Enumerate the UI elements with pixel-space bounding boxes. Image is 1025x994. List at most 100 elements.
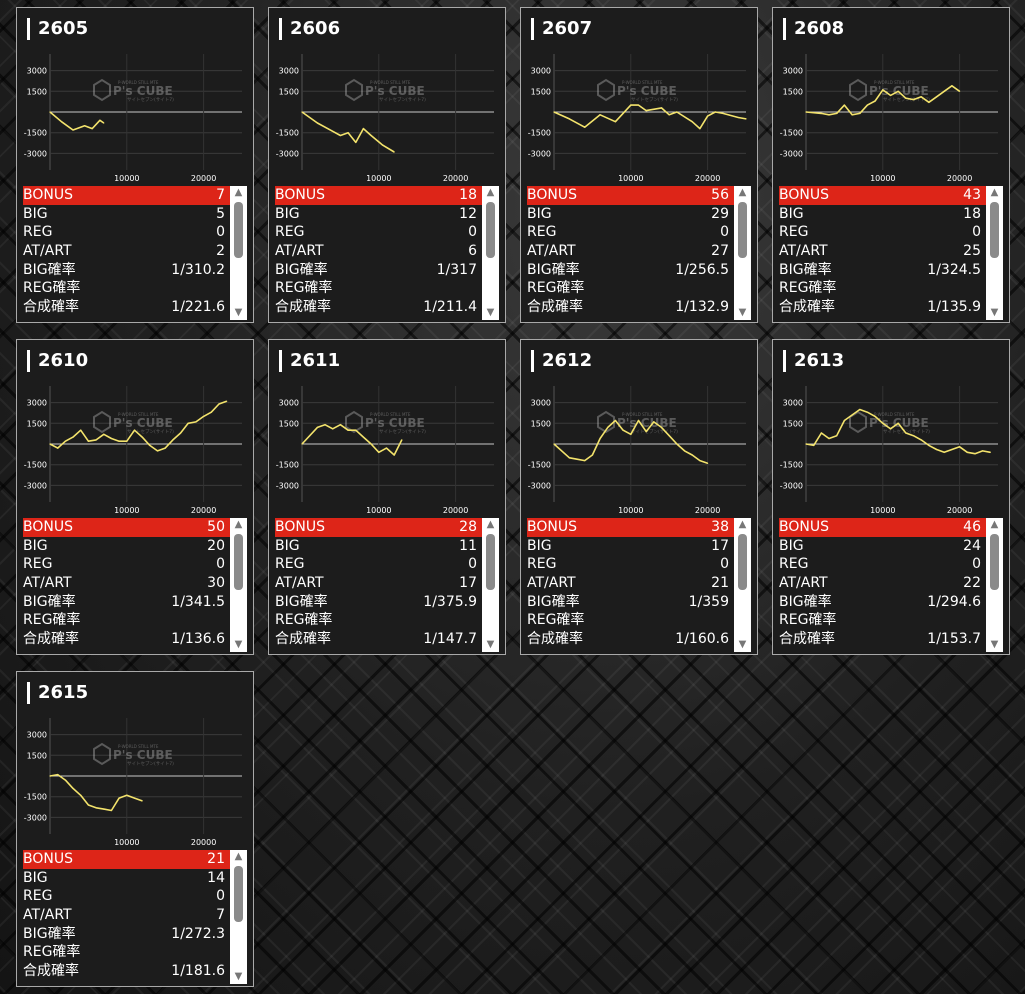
data-point: [676, 111, 678, 113]
watermark-line2: サイトセブン(サイト7): [127, 760, 174, 767]
big-rate-value: 1/310.2: [171, 261, 225, 278]
stats-scrollbar[interactable]: ▲ ▼: [986, 186, 1003, 320]
scroll-thumb[interactable]: [990, 202, 999, 258]
scroll-up-arrow-icon[interactable]: ▲: [738, 187, 747, 198]
scroll-up-arrow-icon[interactable]: ▲: [738, 519, 747, 530]
reg-value: 0: [720, 556, 729, 573]
stats-scrollbar[interactable]: ▲ ▼: [230, 186, 247, 320]
machine-card-2612[interactable]: 2612 3000 1500 -1500 -3000 10000 20000 P's CUB…: [520, 339, 758, 655]
scroll-up-arrow-icon[interactable]: ▲: [486, 519, 495, 530]
data-point: [866, 411, 869, 413]
atart-row: AT/ART 21: [527, 574, 751, 593]
scroll-down-arrow-icon[interactable]: ▼: [486, 639, 495, 650]
machine-number[interactable]: 2613: [783, 350, 844, 372]
scroll-thumb[interactable]: [234, 866, 243, 922]
machine-card-2615[interactable]: 2615 3000 1500 -1500 -3000 10000 20000 P's CUB…: [16, 671, 254, 987]
x-tick-label: 20000: [695, 174, 720, 183]
cube-icon: [93, 410, 111, 434]
machine-number[interactable]: 2607: [531, 18, 592, 40]
scroll-down-arrow-icon[interactable]: ▼: [234, 971, 243, 982]
scroll-down-arrow-icon[interactable]: ▼: [990, 639, 999, 650]
total-rate-label: 合成確率: [23, 631, 79, 648]
bonus-value: 18: [459, 187, 477, 203]
data-point: [599, 114, 601, 116]
scroll-thumb[interactable]: [738, 202, 747, 258]
scroll-up-arrow-icon[interactable]: ▲: [234, 851, 243, 862]
machine-number[interactable]: 2606: [279, 18, 340, 40]
x-tick-label: 10000: [618, 174, 643, 183]
atart-label: AT/ART: [275, 243, 324, 260]
scroll-thumb[interactable]: [486, 202, 495, 258]
scroll-up-arrow-icon[interactable]: ▲: [486, 187, 495, 198]
scroll-down-arrow-icon[interactable]: ▼: [990, 307, 999, 318]
x-tick-label: 10000: [114, 174, 139, 183]
data-point: [836, 112, 838, 114]
y-tick-label: -1500: [24, 793, 47, 802]
big-rate-label: BIG確率: [779, 261, 832, 278]
data-point: [401, 439, 403, 441]
data-point: [57, 447, 59, 449]
machine-number[interactable]: 2610: [27, 350, 88, 372]
data-point: [355, 141, 357, 143]
stats-scrollbar[interactable]: ▲ ▼: [230, 518, 247, 652]
machine-number[interactable]: 2611: [279, 350, 340, 372]
stats-scrollbar[interactable]: ▲ ▼: [482, 186, 499, 320]
machine-card-2606[interactable]: 2606 3000 1500 -1500 -3000 10000 20000 P's CUB…: [268, 7, 506, 323]
stats-scrollbar[interactable]: ▲ ▼: [734, 518, 751, 652]
machine-card-2607[interactable]: 2607 3000 1500 -1500 -3000 10000 20000 P's CUB…: [520, 7, 758, 323]
scroll-down-arrow-icon[interactable]: ▼: [738, 307, 747, 318]
x-tick-label: 10000: [366, 174, 391, 183]
scroll-thumb[interactable]: [990, 534, 999, 590]
x-tick-label: 20000: [443, 174, 468, 183]
machine-card-2605[interactable]: 2605 3000 1500 -1500 -3000 10000 20000 P's CUB…: [16, 7, 254, 323]
machine-number[interactable]: 2615: [27, 682, 88, 704]
y-tick-label: 1500: [531, 419, 551, 428]
data-point: [622, 429, 624, 431]
slump-series-line: [553, 419, 708, 465]
machine-number[interactable]: 2612: [531, 350, 592, 372]
scroll-down-arrow-icon[interactable]: ▼: [234, 307, 243, 318]
machine-card-2608[interactable]: 2608 3000 1500 -1500 -3000 10000 20000 P's CUB…: [772, 7, 1010, 323]
reg-label: REG: [779, 556, 809, 573]
data-point: [195, 421, 197, 423]
big-rate-value: 1/294.6: [927, 593, 981, 610]
machine-number[interactable]: 2608: [783, 18, 844, 40]
stats-scrollbar[interactable]: ▲ ▼: [230, 850, 247, 984]
total-rate-label: 合成確率: [779, 299, 835, 316]
machine-number[interactable]: 2605: [27, 18, 88, 40]
big-rate-row: BIG確率 1/294.6: [779, 593, 1003, 612]
data-point: [103, 433, 105, 435]
stats-scrollbar[interactable]: ▲ ▼: [734, 186, 751, 320]
scroll-down-arrow-icon[interactable]: ▼: [738, 639, 747, 650]
stats-scrollbar[interactable]: ▲ ▼: [482, 518, 499, 652]
scroll-thumb[interactable]: [738, 534, 747, 590]
data-point: [714, 111, 716, 113]
machine-card-2611[interactable]: 2611 3000 1500 -1500 -3000 10000 20000 P's CUB…: [268, 339, 506, 655]
machine-card-2613[interactable]: 2613 3000 1500 -1500 -3000 10000 20000 P's CUB…: [772, 339, 1010, 655]
scroll-thumb[interactable]: [234, 534, 243, 590]
scroll-down-arrow-icon[interactable]: ▼: [234, 639, 243, 650]
stats-scrollbar[interactable]: ▲ ▼: [986, 518, 1003, 652]
scroll-down-arrow-icon[interactable]: ▼: [486, 307, 495, 318]
scroll-up-arrow-icon[interactable]: ▲: [990, 187, 999, 198]
scroll-up-arrow-icon[interactable]: ▲: [234, 187, 243, 198]
atart-value: 25: [963, 243, 981, 260]
scroll-thumb[interactable]: [486, 534, 495, 590]
scroll-thumb[interactable]: [234, 202, 243, 258]
machine-card-2610[interactable]: 2610 3000 1500 -1500 -3000 10000 20000 P's CUB…: [16, 339, 254, 655]
scroll-up-arrow-icon[interactable]: ▲: [234, 519, 243, 530]
bonus-row: BONUS 50: [23, 518, 247, 537]
bonus-row: BONUS 43: [779, 186, 1003, 205]
big-value: 17: [711, 537, 729, 554]
bonus-value: 50: [207, 519, 225, 535]
data-point: [149, 444, 151, 446]
data-point: [339, 424, 341, 426]
scroll-up-arrow-icon[interactable]: ▲: [990, 519, 999, 530]
data-point: [843, 104, 845, 106]
data-point: [87, 804, 89, 806]
big-rate-value: 1/317: [436, 261, 477, 278]
data-point: [60, 121, 63, 123]
data-point: [660, 426, 663, 429]
